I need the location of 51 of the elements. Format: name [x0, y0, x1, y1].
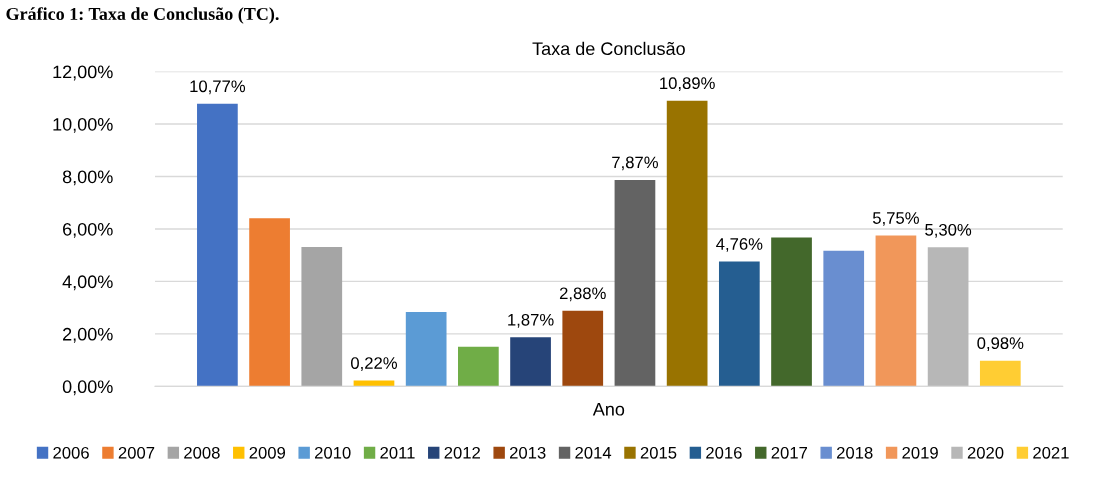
- legend-label: 2012: [444, 446, 480, 459]
- bar: [927, 247, 969, 387]
- data-label: 5,75%: [872, 212, 919, 226]
- data-label: 4,76%: [716, 238, 763, 252]
- bar: [405, 312, 447, 387]
- y-tick-label: 0,00%: [62, 380, 113, 396]
- data-label: 10,77%: [190, 80, 246, 95]
- legend-label: 2015: [640, 446, 677, 459]
- legend-label: 2020: [967, 446, 1004, 459]
- data-label: 5,30%: [925, 223, 972, 238]
- data-label: 0,98%: [977, 337, 1024, 351]
- x-axis-title: Ano: [592, 403, 625, 416]
- data-label: 1,87%: [508, 313, 554, 328]
- legend-label: 2018: [837, 446, 873, 459]
- y-tick-label: 6,00%: [63, 222, 113, 238]
- data-label: 2,88%: [559, 287, 606, 302]
- bar: [197, 103, 238, 387]
- bar: [979, 360, 1021, 387]
- legend-label: 2019: [902, 446, 938, 459]
- y-tick-label: 10,00%: [53, 117, 113, 133]
- legend-label: 2021: [1033, 446, 1069, 459]
- bar: [771, 237, 812, 387]
- chart-title: Taxa de Conclusão: [532, 41, 685, 56]
- bar: [875, 235, 917, 387]
- legend-label: 2014: [575, 446, 612, 459]
- legend-label: 2007: [118, 446, 155, 459]
- legend-label: 2011: [380, 446, 415, 459]
- bar: [614, 179, 656, 387]
- text: Gráfico 1: Taxa de Conclusão (TC).: [6, 7, 279, 24]
- y-tick-label: 2,00%: [63, 327, 113, 343]
- legend-label: 2010: [314, 446, 351, 459]
- bar: [510, 337, 551, 387]
- bar: [718, 261, 760, 387]
- y-tick-label: 4,00%: [62, 275, 113, 291]
- legend-label: 2017: [771, 446, 808, 459]
- bar: [249, 218, 290, 387]
- bar: [823, 250, 865, 387]
- y-tick-label: 8,00%: [62, 170, 113, 186]
- legend-label: 2006: [53, 446, 89, 459]
- bar: [666, 100, 708, 387]
- bar: [301, 247, 343, 387]
- data-label: 0,22%: [351, 357, 398, 371]
- legend-label: 2013: [509, 446, 546, 459]
- bar: [562, 310, 604, 387]
- bar: [458, 346, 499, 387]
- data-label: 10,89%: [660, 77, 715, 92]
- y-tick-label: 12,00%: [53, 65, 113, 81]
- legend-label: 2008: [184, 446, 220, 459]
- data-label: 7,87%: [612, 156, 658, 171]
- legend-label: 2009: [249, 446, 286, 459]
- legend-label: 2016: [706, 446, 742, 459]
